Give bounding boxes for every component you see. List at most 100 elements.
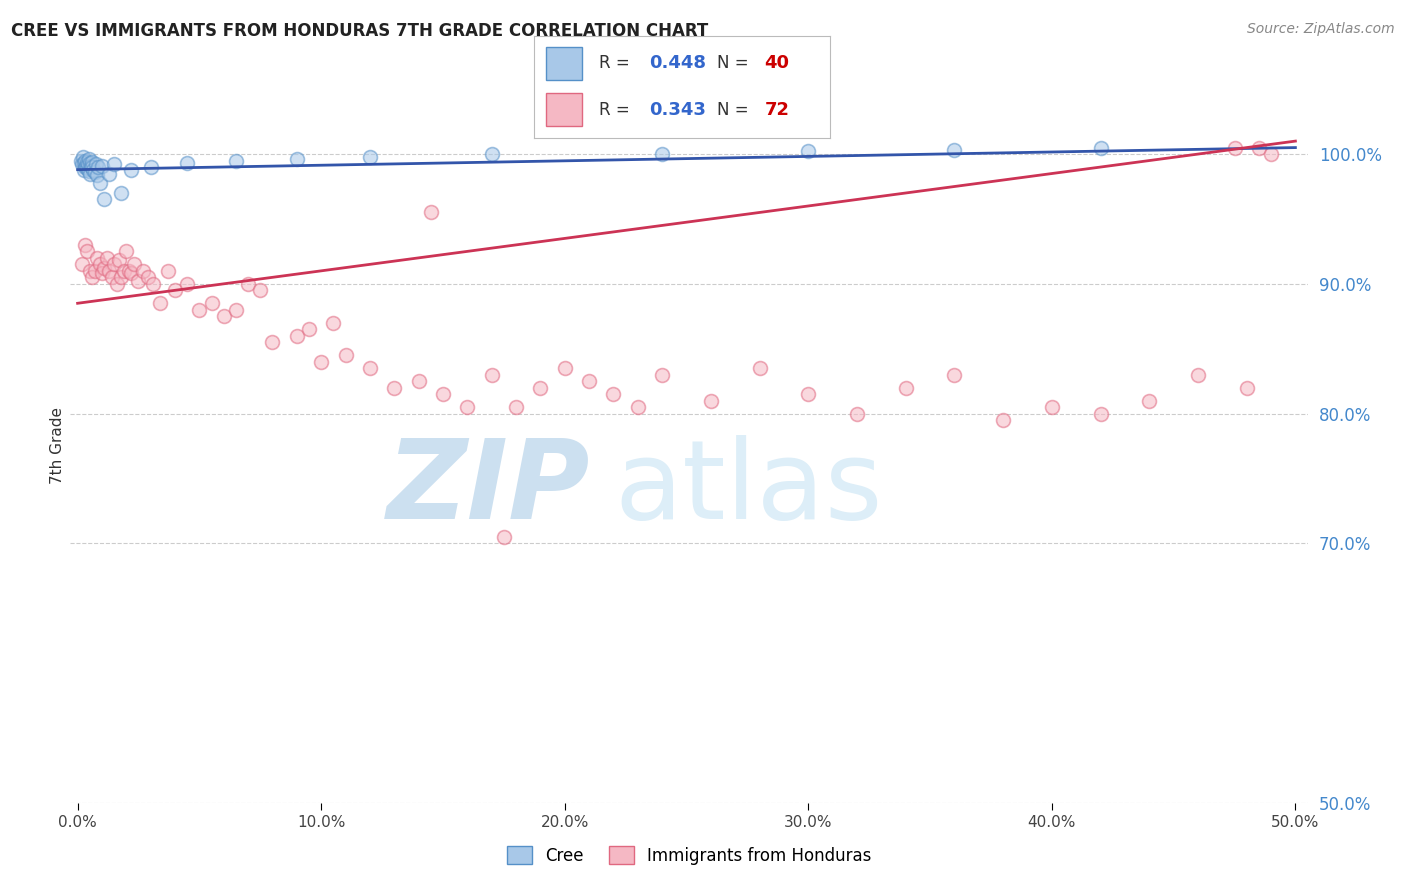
Point [700,393,723,408]
Point [108,253,131,268]
Point [225,153,247,168]
Point [87,160,110,174]
Point [359,361,381,376]
Point [82,270,104,285]
Point [943,368,966,382]
Point [1137,393,1160,408]
Point [236,277,259,291]
Point [262,335,284,350]
Point [602,387,624,401]
Point [122,257,145,271]
Text: 0.448: 0.448 [650,54,706,72]
Point [285,328,308,343]
Point [89,257,111,271]
Point [335,348,357,362]
Point [1236,381,1258,395]
Point [80,159,103,173]
Point [1040,400,1063,414]
Text: R =: R = [599,54,636,72]
Point [298,322,321,336]
Point [80,154,103,169]
Point [86,168,108,182]
Y-axis label: 7th Grade: 7th Grade [49,408,65,484]
Text: ZIP: ZIP [387,435,591,542]
Point [103,257,125,271]
Point [1247,140,1270,154]
Point [651,368,673,382]
Point [120,162,142,177]
Point [82,162,104,177]
Point [529,381,551,395]
Point [75,159,97,173]
Point [200,296,222,310]
Point [70,153,93,168]
Point [408,374,430,388]
Point [110,270,132,285]
Point [79,167,101,181]
Point [132,264,155,278]
Point [103,157,125,171]
Point [322,316,344,330]
Point [76,157,98,171]
Point [481,368,503,382]
Point [505,400,527,414]
Point [73,156,96,170]
Point [797,387,820,401]
Point [118,264,141,278]
Point [1090,407,1112,421]
Point [84,157,107,171]
FancyBboxPatch shape [546,47,582,79]
Point [249,283,271,297]
Point [163,283,186,297]
Point [285,153,308,167]
Point [77,153,100,167]
Point [83,165,105,179]
Point [382,381,405,395]
Point [419,205,441,219]
Point [76,161,98,176]
Point [100,270,122,285]
Point [846,407,869,421]
Point [73,160,96,174]
Text: R =: R = [599,101,636,119]
Point [79,264,101,278]
Legend: Cree, Immigrants from Honduras: Cree, Immigrants from Honduras [498,838,880,873]
Point [432,387,454,401]
Text: N =: N = [717,54,754,72]
Point [98,167,121,181]
Point [112,264,135,278]
Point [96,251,118,265]
Point [89,176,111,190]
Point [136,270,159,285]
Point [627,400,650,414]
Text: Source: ZipAtlas.com: Source: ZipAtlas.com [1247,22,1395,37]
Point [176,277,198,291]
Point [991,413,1014,427]
Point [651,147,673,161]
Point [76,154,98,169]
Point [359,150,381,164]
Point [1187,368,1209,382]
Point [797,145,820,159]
Point [578,374,600,388]
Point [481,147,503,161]
Point [73,162,96,177]
Point [1260,147,1282,161]
Point [105,277,128,291]
Text: 72: 72 [765,101,790,119]
Point [943,143,966,157]
Point [91,267,114,281]
Point [73,238,96,252]
Point [139,160,162,174]
Point [93,193,115,207]
Point [79,156,101,170]
Point [110,186,132,200]
Point [894,381,917,395]
Point [91,159,114,173]
Point [212,310,235,324]
Text: 40: 40 [765,54,790,72]
Point [86,251,108,265]
Point [149,296,172,310]
Text: CREE VS IMMIGRANTS FROM HONDURAS 7TH GRADE CORRELATION CHART: CREE VS IMMIGRANTS FROM HONDURAS 7TH GRA… [11,22,709,40]
Point [1223,140,1246,154]
